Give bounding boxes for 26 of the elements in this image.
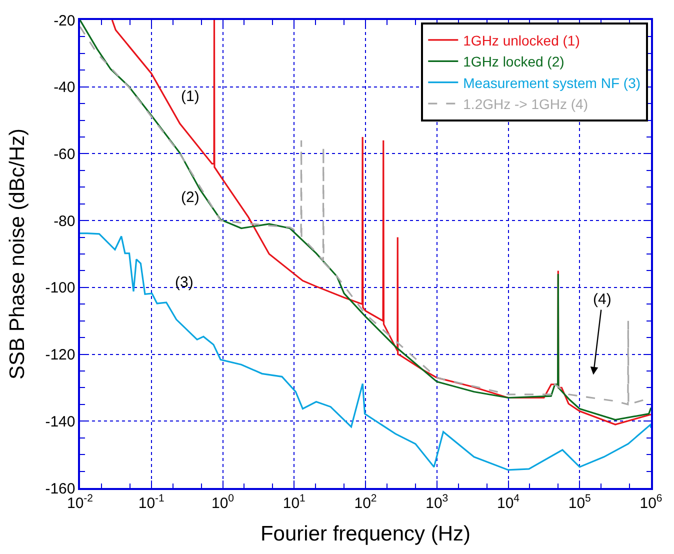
legend-label: 1.2GHz -> 1GHz (4) — [463, 96, 588, 112]
annotation: (1) — [181, 88, 200, 105]
x-axis-title: Fourier frequency (Hz) — [260, 522, 471, 546]
legend-label: Measurement system NF (3) — [463, 74, 641, 91]
x-tick-label: 10$^{-1}$ — [138, 492, 165, 512]
x-tick-label: 10$^{5}$ — [568, 492, 592, 512]
x-tick-label: 10$^{1}$ — [282, 492, 306, 512]
y-tick-label: -40 — [54, 79, 76, 96]
annotation: (2) — [181, 189, 200, 206]
x-tick-label: 10$^{6}$ — [640, 492, 662, 512]
legend-label: 1GHz unlocked (1) — [463, 32, 580, 48]
annotation: (4) — [593, 291, 612, 308]
y-tick-label: -140 — [45, 413, 76, 430]
x-tick-label: 10$^{2}$ — [354, 492, 377, 512]
x-tick-label: 10$^{3}$ — [426, 492, 448, 512]
y-tick-label: -80 — [54, 212, 76, 230]
y-tick-label: -160 — [45, 480, 76, 498]
y-axis-title: SSB Phase noise (dBc/Hz) — [6, 128, 29, 380]
x-tick-label: 10$^{4}$ — [496, 492, 520, 512]
x-tick-label: 10$^{0}$ — [211, 492, 234, 512]
legend-label: 1GHz locked (2) — [463, 54, 564, 70]
annotation: (3) — [175, 274, 194, 291]
y-tick-label: -100 — [45, 280, 76, 297]
y-tick-label: -20 — [54, 12, 76, 30]
y-tick-label: -120 — [45, 346, 76, 364]
y-tick-label: -60 — [54, 146, 76, 163]
